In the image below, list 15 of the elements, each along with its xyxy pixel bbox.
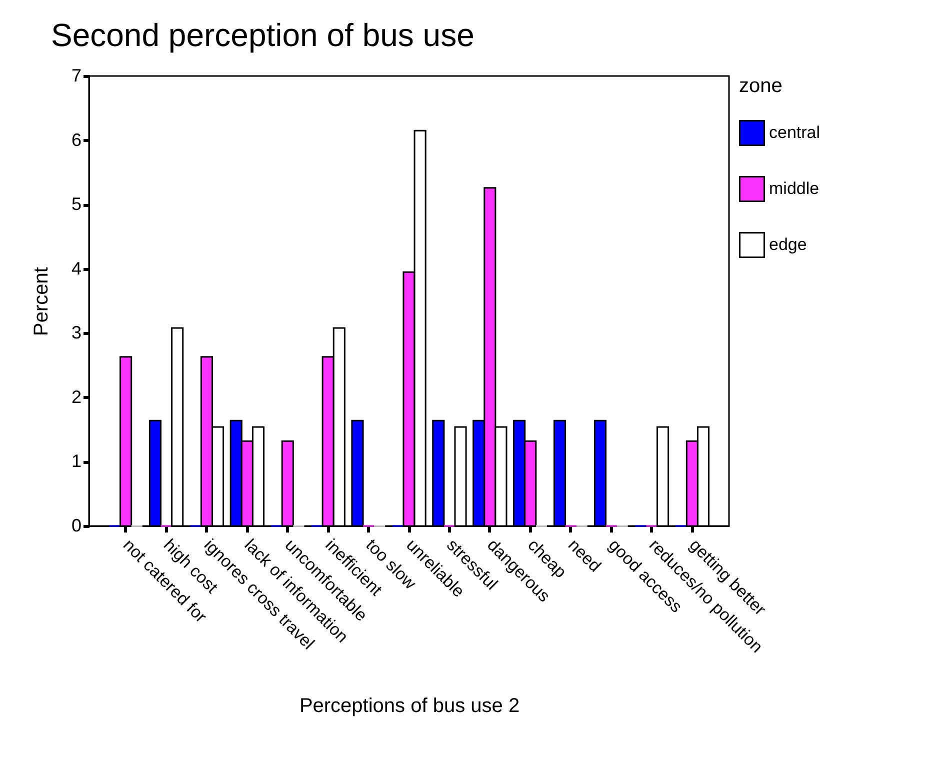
y-tick-label: 3 [71,322,82,343]
legend-label: central [769,123,820,142]
y-tick-label: 1 [71,451,82,472]
y-tick-label: 5 [71,194,82,214]
y-axis-title: Percent [30,266,52,336]
legend-label: middle [769,179,820,198]
y-tick-label: 0 [71,516,82,536]
x-axis-title: Perceptions of bus use 2 [299,694,520,717]
y-tick-label: 4 [71,258,82,278]
legend-label: edge [769,235,807,254]
y-tick-label: 2 [71,386,82,407]
y-tick-label: 7 [71,66,82,86]
y-tick-label: 6 [71,130,82,150]
legend-title: zone [739,75,782,97]
chart-title: Second perception of bus use [50,17,474,53]
